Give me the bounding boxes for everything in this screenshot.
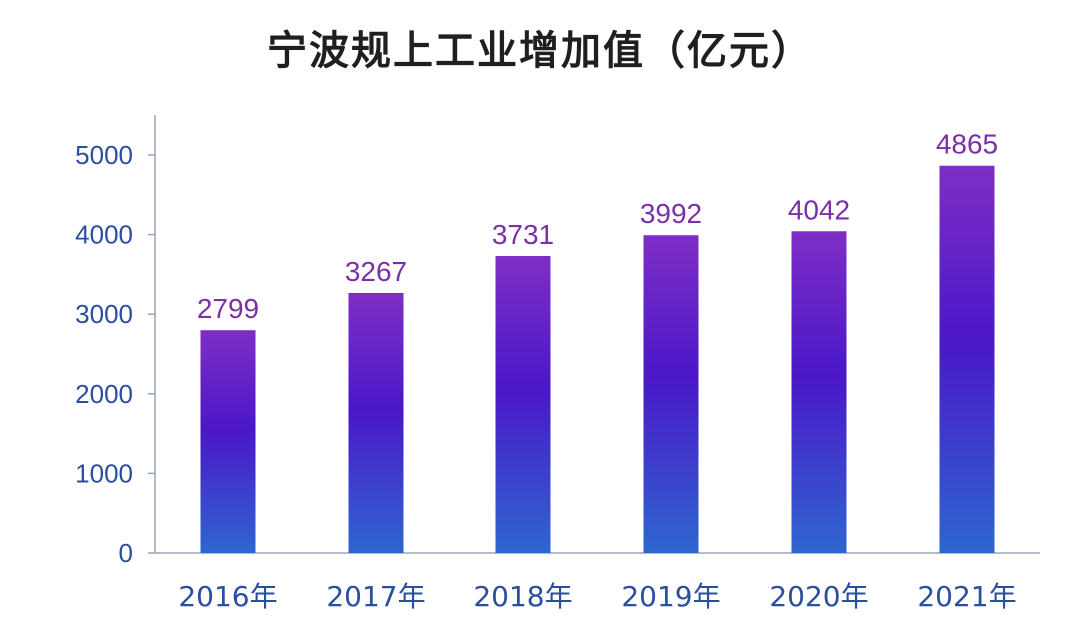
bar <box>791 231 847 553</box>
x-tick-label: 2019年 <box>621 580 720 613</box>
x-tick-label: 2016年 <box>178 580 277 613</box>
data-label: 2799 <box>197 293 259 324</box>
y-tick-label: 1000 <box>75 458 133 488</box>
x-tick-label: 2021年 <box>917 580 1016 613</box>
data-label: 3267 <box>345 256 407 287</box>
bar <box>495 256 551 553</box>
data-label: 4042 <box>788 194 850 225</box>
bar <box>939 165 995 553</box>
y-tick-label: 4000 <box>75 220 133 250</box>
x-tick-label: 2018年 <box>473 580 572 613</box>
x-tick-label: 2017年 <box>326 580 425 613</box>
data-label: 3731 <box>492 219 554 250</box>
y-tick-label: 0 <box>119 538 133 568</box>
data-label: 4865 <box>936 129 998 160</box>
y-tick-label: 2000 <box>75 379 133 409</box>
x-tick-label: 2020年 <box>769 580 868 613</box>
y-tick-label: 5000 <box>75 140 133 170</box>
bar <box>348 292 404 553</box>
data-label: 3992 <box>640 198 702 229</box>
chart-title: 宁波规上工业增加值（亿元） <box>267 28 813 74</box>
y-tick-label: 3000 <box>75 299 133 329</box>
bar <box>643 235 699 553</box>
bar <box>200 330 256 553</box>
